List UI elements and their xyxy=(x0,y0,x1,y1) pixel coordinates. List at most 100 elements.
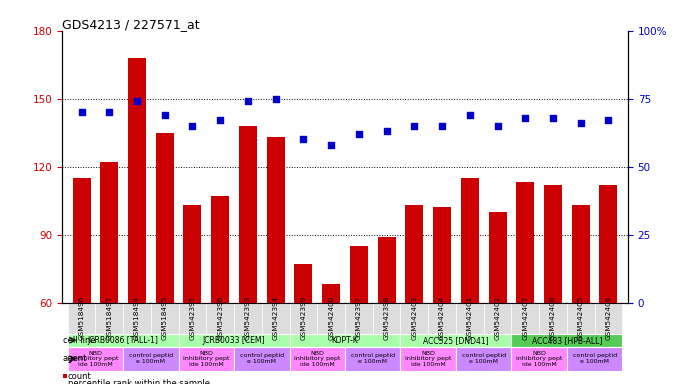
Text: GSM542407: GSM542407 xyxy=(522,296,529,340)
Text: control peptid
e 100mM: control peptid e 100mM xyxy=(351,353,395,364)
Bar xyxy=(206,303,234,334)
Bar xyxy=(373,303,400,334)
Text: control peptid
e 100mM: control peptid e 100mM xyxy=(462,353,506,364)
Text: GSM542402: GSM542402 xyxy=(495,296,500,340)
Point xyxy=(76,109,87,115)
Text: GSM542398: GSM542398 xyxy=(384,296,390,340)
Point xyxy=(603,118,614,124)
Bar xyxy=(511,334,622,347)
Bar xyxy=(317,303,345,334)
Bar xyxy=(572,205,590,384)
Bar xyxy=(290,334,400,347)
Text: KOPT-K: KOPT-K xyxy=(332,336,358,345)
Bar xyxy=(123,303,151,334)
Text: NBD
inhibitory pept
ide 100mM: NBD inhibitory pept ide 100mM xyxy=(294,351,340,367)
Text: NBD
inhibitory pept
ide 100mM: NBD inhibitory pept ide 100mM xyxy=(183,351,230,367)
Text: GSM518496: GSM518496 xyxy=(79,296,84,340)
Bar xyxy=(595,303,622,334)
Bar xyxy=(516,182,534,384)
Bar xyxy=(179,303,206,334)
Bar xyxy=(234,303,262,334)
Bar xyxy=(295,264,313,384)
Text: GSM542399: GSM542399 xyxy=(300,296,306,340)
Bar xyxy=(95,303,123,334)
Text: JCRB0033 [CEM]: JCRB0033 [CEM] xyxy=(203,336,266,345)
Bar xyxy=(400,334,511,347)
Point xyxy=(353,131,364,137)
Bar xyxy=(567,347,622,371)
Bar xyxy=(428,303,456,334)
Point xyxy=(270,96,282,102)
Point xyxy=(104,109,115,115)
Text: ACC483 [HPB-ALL]: ACC483 [HPB-ALL] xyxy=(532,336,602,345)
Text: percentile rank within the sample: percentile rank within the sample xyxy=(68,379,210,384)
Bar xyxy=(179,347,234,371)
Text: GSM518497: GSM518497 xyxy=(106,296,112,340)
Bar xyxy=(239,126,257,384)
Bar xyxy=(68,334,179,347)
Text: GSM542396: GSM542396 xyxy=(217,296,223,340)
Text: GSM542401: GSM542401 xyxy=(467,296,473,340)
Bar xyxy=(322,285,340,384)
Text: JCRB0086 [TALL-1]: JCRB0086 [TALL-1] xyxy=(88,336,159,345)
Text: ACC525 [DND41]: ACC525 [DND41] xyxy=(423,336,489,345)
Bar xyxy=(511,347,567,371)
Bar xyxy=(151,303,179,334)
Bar xyxy=(184,205,201,384)
Bar xyxy=(377,237,395,384)
Point xyxy=(547,114,558,121)
Text: GSM542400: GSM542400 xyxy=(328,296,334,340)
Bar xyxy=(68,303,95,334)
Text: control peptid
e 100mM: control peptid e 100mM xyxy=(129,353,173,364)
Bar xyxy=(100,162,118,384)
Bar xyxy=(600,185,618,384)
Point xyxy=(326,142,337,148)
Bar xyxy=(405,205,424,384)
Bar xyxy=(63,374,67,378)
Point xyxy=(215,118,226,124)
Text: GSM542393: GSM542393 xyxy=(245,296,251,340)
Text: GSM542397: GSM542397 xyxy=(356,296,362,340)
Text: NBD
inhibitory pept
ide 100mM: NBD inhibitory pept ide 100mM xyxy=(405,351,451,367)
Text: NBD
inhibitory pept
ide 100mM: NBD inhibitory pept ide 100mM xyxy=(72,351,119,367)
Text: control peptid
e 100mM: control peptid e 100mM xyxy=(239,353,284,364)
Bar xyxy=(400,303,428,334)
Point xyxy=(492,123,503,129)
Text: GSM518495: GSM518495 xyxy=(161,296,168,340)
Text: GSM542408: GSM542408 xyxy=(550,296,556,340)
Text: NBD
inhibitory pept
ide 100mM: NBD inhibitory pept ide 100mM xyxy=(516,351,562,367)
Point xyxy=(381,128,392,134)
Text: GSM542404: GSM542404 xyxy=(439,296,445,340)
Text: GSM542394: GSM542394 xyxy=(273,296,279,340)
Bar xyxy=(456,347,511,371)
Bar xyxy=(63,381,67,384)
Bar xyxy=(539,303,567,334)
Bar xyxy=(262,303,290,334)
Text: GSM542395: GSM542395 xyxy=(190,296,195,340)
Point xyxy=(437,123,448,129)
Text: cell line: cell line xyxy=(63,336,95,345)
Bar xyxy=(567,303,595,334)
Bar xyxy=(345,347,400,371)
Bar xyxy=(544,185,562,384)
Bar xyxy=(72,178,90,384)
Point xyxy=(187,123,198,129)
Text: GSM542403: GSM542403 xyxy=(411,296,417,340)
Text: GSM542405: GSM542405 xyxy=(578,296,584,340)
Text: GSM518494: GSM518494 xyxy=(134,296,140,340)
Text: GDS4213 / 227571_at: GDS4213 / 227571_at xyxy=(62,18,199,31)
Point xyxy=(408,123,420,129)
Bar xyxy=(234,347,290,371)
Point xyxy=(132,98,143,104)
Bar xyxy=(211,196,229,384)
Bar xyxy=(400,347,456,371)
Bar xyxy=(456,303,484,334)
Point xyxy=(520,114,531,121)
Bar xyxy=(511,303,539,334)
Bar xyxy=(484,303,511,334)
Bar xyxy=(68,347,123,371)
Bar xyxy=(128,58,146,384)
Text: control peptid
e 100mM: control peptid e 100mM xyxy=(573,353,617,364)
Text: count: count xyxy=(68,372,91,381)
Bar xyxy=(290,303,317,334)
